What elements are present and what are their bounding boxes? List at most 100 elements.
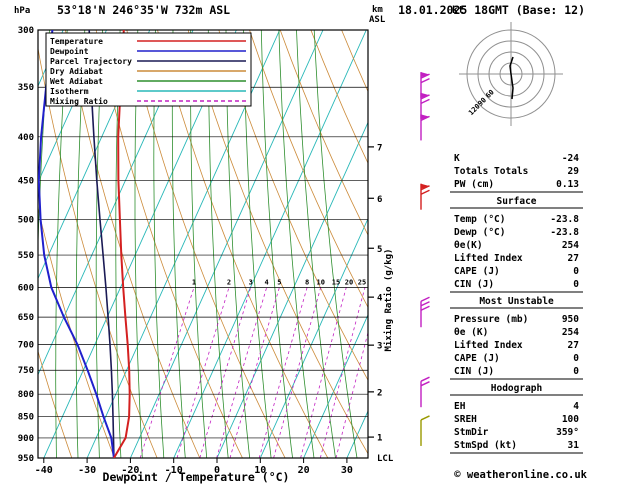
pressure-unit-label: hPa bbox=[14, 6, 30, 16]
dry-adiabat-line bbox=[218, 30, 368, 382]
pressure-tick-label: 850 bbox=[18, 413, 34, 423]
table-row-label: StmDir bbox=[454, 427, 489, 438]
km-tick-label: 3 bbox=[377, 342, 382, 352]
wet-adiabat-line bbox=[38, 30, 50, 256]
legend-label: Dry Adiabat bbox=[50, 66, 103, 76]
dry-adiabat-line bbox=[65, 30, 201, 458]
pressure-tick-label: 500 bbox=[18, 216, 34, 226]
table-row-value: -24 bbox=[562, 153, 579, 164]
table-row-value: 359° bbox=[556, 427, 579, 438]
mixing-ratio-axis-label: Mixing Ratio (g/kg) bbox=[383, 249, 394, 352]
km-tick-label: 1 bbox=[377, 434, 382, 444]
dry-adiabat-line bbox=[279, 30, 368, 236]
wet-adiabat-line bbox=[153, 30, 165, 458]
mixing-ratio-line bbox=[199, 287, 252, 458]
pressure-tick-label: 450 bbox=[18, 177, 34, 187]
mixing-ratio-value-label: 8 bbox=[305, 278, 309, 286]
chart-title: 53°18'N 246°35'W 732m ASL bbox=[57, 3, 230, 17]
temperature-tick-label: -40 bbox=[35, 465, 53, 476]
mixing-ratio-value-label: 2 bbox=[227, 278, 231, 286]
hodograph-ring-label: 90 bbox=[476, 96, 488, 108]
wind-barb-feather bbox=[420, 189, 430, 195]
temperature-tick-label: 10 bbox=[254, 465, 266, 476]
table-row-value: 0 bbox=[573, 279, 579, 290]
indices-table: K -24 Totals Totals 29 PW (cm) 0.13 Surface Tem… bbox=[450, 153, 583, 454]
temperature-tick-label: 0 bbox=[214, 465, 220, 476]
plot-frame bbox=[37, 29, 369, 459]
table-row-value: -23.8 bbox=[550, 227, 579, 238]
datetime-label: 18.01.2025 18GMT (Base: 12) bbox=[398, 3, 585, 17]
hodograph-ring bbox=[477, 40, 545, 108]
km-tick-label: 4 bbox=[377, 294, 383, 304]
dry-adiabat-line bbox=[38, 349, 73, 458]
temperature-curve bbox=[113, 30, 131, 458]
table-row-label: EH bbox=[454, 401, 466, 412]
wind-barb-pennant bbox=[421, 92, 430, 98]
legend-box bbox=[45, 32, 252, 107]
mixing-ratio-value-label: 20 bbox=[345, 278, 353, 286]
table-row-value: -23.8 bbox=[550, 214, 579, 225]
pressure-tick-label: 900 bbox=[18, 434, 34, 444]
wind-barb-feather bbox=[420, 115, 430, 122]
wind-barb-feather bbox=[420, 415, 430, 421]
pressure-tick-label: 700 bbox=[18, 341, 34, 351]
table-section-header: Surface bbox=[496, 196, 536, 207]
table-section-header: Most Unstable bbox=[479, 296, 554, 307]
pressure-tick-label: 600 bbox=[18, 283, 34, 293]
dry-adiabat-line bbox=[187, 30, 368, 455]
table-row-value: 31 bbox=[568, 440, 580, 451]
table-row-label: CIN (J) bbox=[454, 279, 494, 290]
table-row-value: 4 bbox=[573, 401, 579, 412]
km-tick-label: 5 bbox=[377, 245, 382, 255]
pressure-tick-label: 400 bbox=[18, 133, 34, 143]
wind-barb-pennant bbox=[421, 114, 430, 120]
mixing-ratio-line bbox=[319, 287, 366, 458]
isotherm-line bbox=[216, 121, 368, 458]
legend-label: Parcel Trajectory bbox=[50, 56, 132, 66]
wind-barb bbox=[420, 296, 430, 328]
temperature-tick-label: -10 bbox=[165, 465, 183, 476]
dry-adiabat-line bbox=[249, 30, 368, 309]
temperature-tick-label: 30 bbox=[341, 465, 353, 476]
table-row-label: CAPE (J) bbox=[454, 353, 500, 364]
mixing-ratio-line bbox=[273, 287, 322, 458]
table-row-label: Pressure (mb) bbox=[454, 314, 528, 325]
km-tick-label: 6 bbox=[377, 195, 382, 205]
pressure-tick-label: 750 bbox=[18, 366, 34, 376]
wind-barb-feather bbox=[420, 94, 430, 100]
wind-barb-feather bbox=[420, 77, 430, 84]
temperature-tick-label: -20 bbox=[121, 465, 139, 476]
mixing-ratio-line bbox=[300, 287, 347, 458]
table-row-value: 254 bbox=[562, 327, 579, 338]
table-row-label: SREH bbox=[454, 414, 477, 425]
mixing-ratio-value-label: 15 bbox=[332, 278, 340, 286]
wind-barb-feather bbox=[420, 376, 430, 382]
table-row-value: 0 bbox=[573, 266, 579, 277]
table-row-value: 27 bbox=[568, 340, 579, 351]
table-row-value: 0 bbox=[573, 353, 579, 364]
wet-adiabat-line bbox=[95, 30, 103, 458]
wind-barb bbox=[420, 415, 430, 446]
wind-barb-pennant bbox=[421, 183, 430, 189]
legend-label: Mixing Ratio bbox=[50, 96, 108, 106]
mixing-ratio-value-label: 3 bbox=[249, 278, 253, 286]
skewt-grid bbox=[38, 30, 368, 458]
wet-adiabat-line bbox=[260, 30, 293, 458]
table-row-label: K bbox=[454, 153, 460, 164]
wet-adiabat-line bbox=[225, 30, 251, 458]
mixing-ratio-line bbox=[229, 287, 280, 458]
copyright: © weatheronline.co.uk bbox=[454, 469, 587, 481]
altitude-unit-label: km bbox=[372, 5, 383, 15]
mixing-ratio-line bbox=[335, 331, 368, 458]
axis-labels: 1 2 3 4 5 8 10 15 20 2530035040045050055060065070… bbox=[18, 26, 366, 476]
wind-barb bbox=[420, 183, 430, 210]
hodograph-ring bbox=[466, 29, 556, 119]
table-row-value: 100 bbox=[562, 414, 579, 425]
wet-adiabat-line bbox=[115, 30, 122, 458]
mixing-ratio-line bbox=[176, 287, 230, 458]
wet-adiabat-line bbox=[243, 30, 272, 458]
wind-barb bbox=[420, 114, 430, 141]
wet-adiabat-line bbox=[171, 30, 186, 458]
